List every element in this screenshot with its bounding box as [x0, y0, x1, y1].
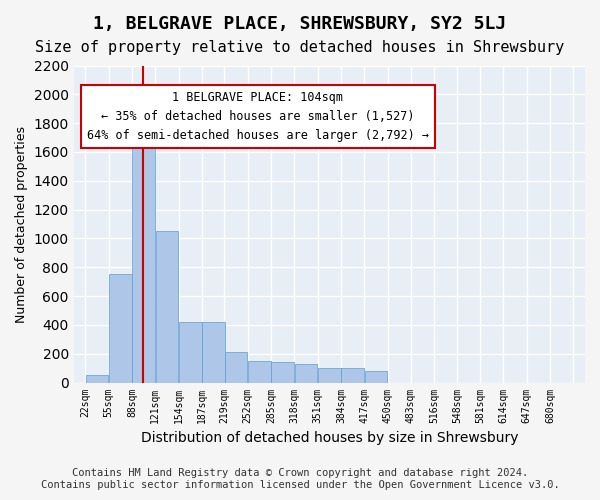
Text: 1, BELGRAVE PLACE, SHREWSBURY, SY2 5LJ: 1, BELGRAVE PLACE, SHREWSBURY, SY2 5LJ: [94, 15, 506, 33]
X-axis label: Distribution of detached houses by size in Shrewsbury: Distribution of detached houses by size …: [140, 431, 518, 445]
Y-axis label: Number of detached properties: Number of detached properties: [15, 126, 28, 322]
Bar: [86, 376, 108, 382]
Bar: [155, 231, 178, 382]
Bar: [341, 368, 364, 382]
Bar: [225, 352, 247, 382]
Bar: [179, 322, 202, 382]
Bar: [202, 322, 225, 382]
Text: Contains HM Land Registry data © Crown copyright and database right 2024.
Contai: Contains HM Land Registry data © Crown c…: [41, 468, 559, 490]
Bar: [271, 362, 294, 382]
Bar: [132, 108, 155, 382]
Bar: [109, 274, 131, 382]
Bar: [365, 371, 387, 382]
Text: Size of property relative to detached houses in Shrewsbury: Size of property relative to detached ho…: [35, 40, 565, 55]
Text: 1 BELGRAVE PLACE: 104sqm
← 35% of detached houses are smaller (1,527)
64% of sem: 1 BELGRAVE PLACE: 104sqm ← 35% of detach…: [87, 91, 429, 142]
Bar: [295, 364, 317, 382]
Bar: [248, 361, 271, 382]
Bar: [318, 368, 341, 382]
